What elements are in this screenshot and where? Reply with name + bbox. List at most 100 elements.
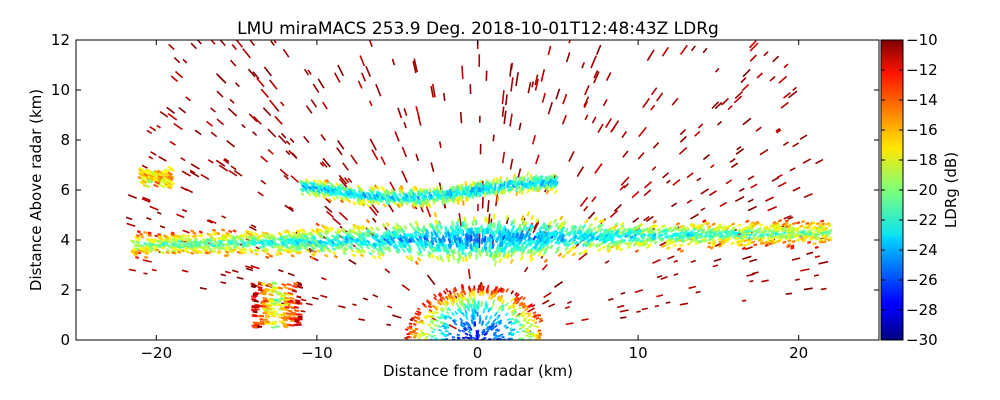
speckle-point <box>632 217 640 223</box>
main-layer-cell <box>220 242 225 246</box>
main-layer-cell <box>369 226 375 231</box>
near-radar-cell <box>472 322 476 328</box>
main-layer-cell <box>569 246 574 252</box>
speckle-point <box>288 149 298 160</box>
speckle-point <box>352 303 357 307</box>
upper-layer-cell <box>496 196 500 202</box>
speckle-point <box>312 83 320 94</box>
near-radar-cell <box>482 336 487 340</box>
speckle-point <box>370 203 380 214</box>
main-layer-cell <box>224 242 229 246</box>
near-radar-cell <box>532 324 537 327</box>
main-layer-cell <box>598 238 603 243</box>
main-layer-cell <box>509 252 514 259</box>
main-layer-cell <box>220 228 226 232</box>
colorbar-tick-label: −28 <box>906 301 938 319</box>
main-layer-cell <box>679 224 685 229</box>
fragment-cell <box>296 281 302 285</box>
main-layer-cell <box>645 228 650 233</box>
upper-layer-cell <box>379 192 384 198</box>
fragment-cell <box>281 283 287 287</box>
upper-layer-cell <box>447 197 451 203</box>
speckle-point <box>207 159 214 164</box>
speckle-point <box>368 206 378 217</box>
speckle-point <box>686 199 693 204</box>
near-radar-cell <box>451 295 456 300</box>
main-layer-cell <box>332 251 337 256</box>
main-layer-cell <box>781 222 786 227</box>
near-radar-cell <box>427 324 432 327</box>
main-layer-cell <box>562 238 568 244</box>
main-layer-cell <box>535 217 540 224</box>
main-layer-cell <box>276 237 281 241</box>
upper-layer-cell <box>531 175 536 182</box>
speckle-point <box>143 272 148 275</box>
near-radar-cell <box>473 321 477 327</box>
speckle-point <box>166 106 175 114</box>
main-layer-cell <box>180 235 185 239</box>
speckle-point <box>320 294 328 299</box>
main-layer-cell <box>225 253 230 257</box>
speckle-point <box>595 44 602 56</box>
main-layer-cell <box>570 240 575 246</box>
near-radar-cell <box>498 297 503 303</box>
near-radar-cell <box>412 329 416 333</box>
speckle-point <box>690 259 696 264</box>
near-radar-cell <box>423 315 428 319</box>
speckle-point <box>247 68 256 78</box>
main-layer-cell <box>218 240 223 244</box>
x-axis: −20 −10 0 10 20 <box>140 40 808 362</box>
main-layer-cell <box>545 238 550 244</box>
main-layer-cell <box>266 252 271 256</box>
upper-layer-cell <box>304 183 309 188</box>
upper-layer-cell <box>385 201 390 206</box>
x-tick-label: −10 <box>301 344 333 362</box>
main-layer-cell <box>607 229 612 234</box>
upper-layer-cell <box>549 174 554 180</box>
main-layer-cell <box>673 238 679 243</box>
near-radar-cell <box>539 319 544 323</box>
main-layer-cell <box>212 246 217 250</box>
main-layer-cell <box>722 225 727 229</box>
near-radar-cell <box>480 320 484 326</box>
fragment-cell <box>291 289 298 293</box>
main-layer-cell <box>514 228 519 234</box>
near-radar-cell <box>439 315 444 319</box>
main-layer-cell <box>409 236 415 242</box>
near-radar-cell <box>433 293 437 298</box>
speckle-point <box>394 131 400 142</box>
upper-layer-cell <box>431 190 436 196</box>
upper-layer-cell <box>407 191 412 197</box>
near-radar-cell <box>421 320 425 324</box>
main-layer-cell <box>324 225 330 230</box>
upper-layer-cell <box>494 190 498 196</box>
speckle-point <box>173 122 183 131</box>
main-layer-cell <box>582 237 587 242</box>
near-radar-cell <box>419 329 424 332</box>
near-radar-cell <box>510 290 515 295</box>
main-layer-cell <box>228 241 234 245</box>
main-layer-cell <box>134 247 139 251</box>
fragment-cell <box>145 184 151 189</box>
upper-layer-cell <box>347 198 352 204</box>
main-layer-cell <box>282 248 287 253</box>
near-radar-cell <box>452 291 457 297</box>
main-layer-cell <box>600 218 605 224</box>
main-layer-cell <box>721 235 726 240</box>
upper-layer-cell <box>433 191 437 197</box>
speckle-point <box>392 314 402 319</box>
speckle-point <box>547 45 552 56</box>
main-layer-cell <box>312 250 317 255</box>
speckle-point <box>672 178 681 186</box>
upper-layer-cell <box>316 189 321 194</box>
speckle-point <box>759 148 769 156</box>
main-layer-cell <box>711 239 717 243</box>
upper-layer-cell <box>368 200 373 206</box>
main-layer-cell <box>554 249 560 255</box>
main-layer-cell <box>807 228 812 232</box>
upper-layer-cell <box>427 195 432 201</box>
near-radar-cell <box>441 296 446 301</box>
speckle-point <box>583 96 590 107</box>
speckle-point <box>610 125 616 133</box>
main-layer-cell <box>813 234 818 238</box>
